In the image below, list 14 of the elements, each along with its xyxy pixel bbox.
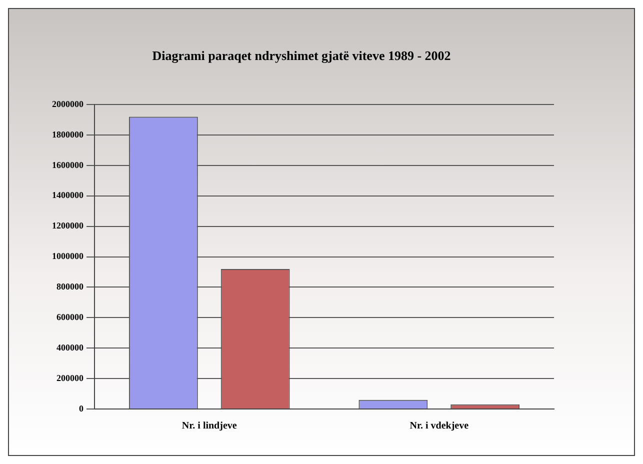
y-tick-label: 1000000	[52, 251, 84, 262]
y-tick-label: 1800000	[52, 129, 84, 140]
y-tick-label: 1600000	[52, 160, 84, 170]
chart-title: Diagrami paraqet ndryshimet gjatë viteve 1989 - 2002	[152, 48, 451, 64]
y-tick-label: 200000	[56, 372, 84, 383]
y-tick-label: 2000000	[52, 98, 84, 109]
y-tick-label: 800000	[56, 282, 84, 292]
x-tick-label: Nr. i lindjeve	[182, 420, 238, 432]
y-tick-label: 1200000	[52, 220, 84, 231]
y-tick-label: 1400000	[52, 190, 84, 200]
y-tick-label: 600000	[56, 312, 84, 322]
y-tick-label: 0	[79, 403, 84, 414]
y-tick-label: 400000	[56, 342, 84, 352]
x-tick-label: Nr. i vdekjeve	[410, 420, 470, 432]
